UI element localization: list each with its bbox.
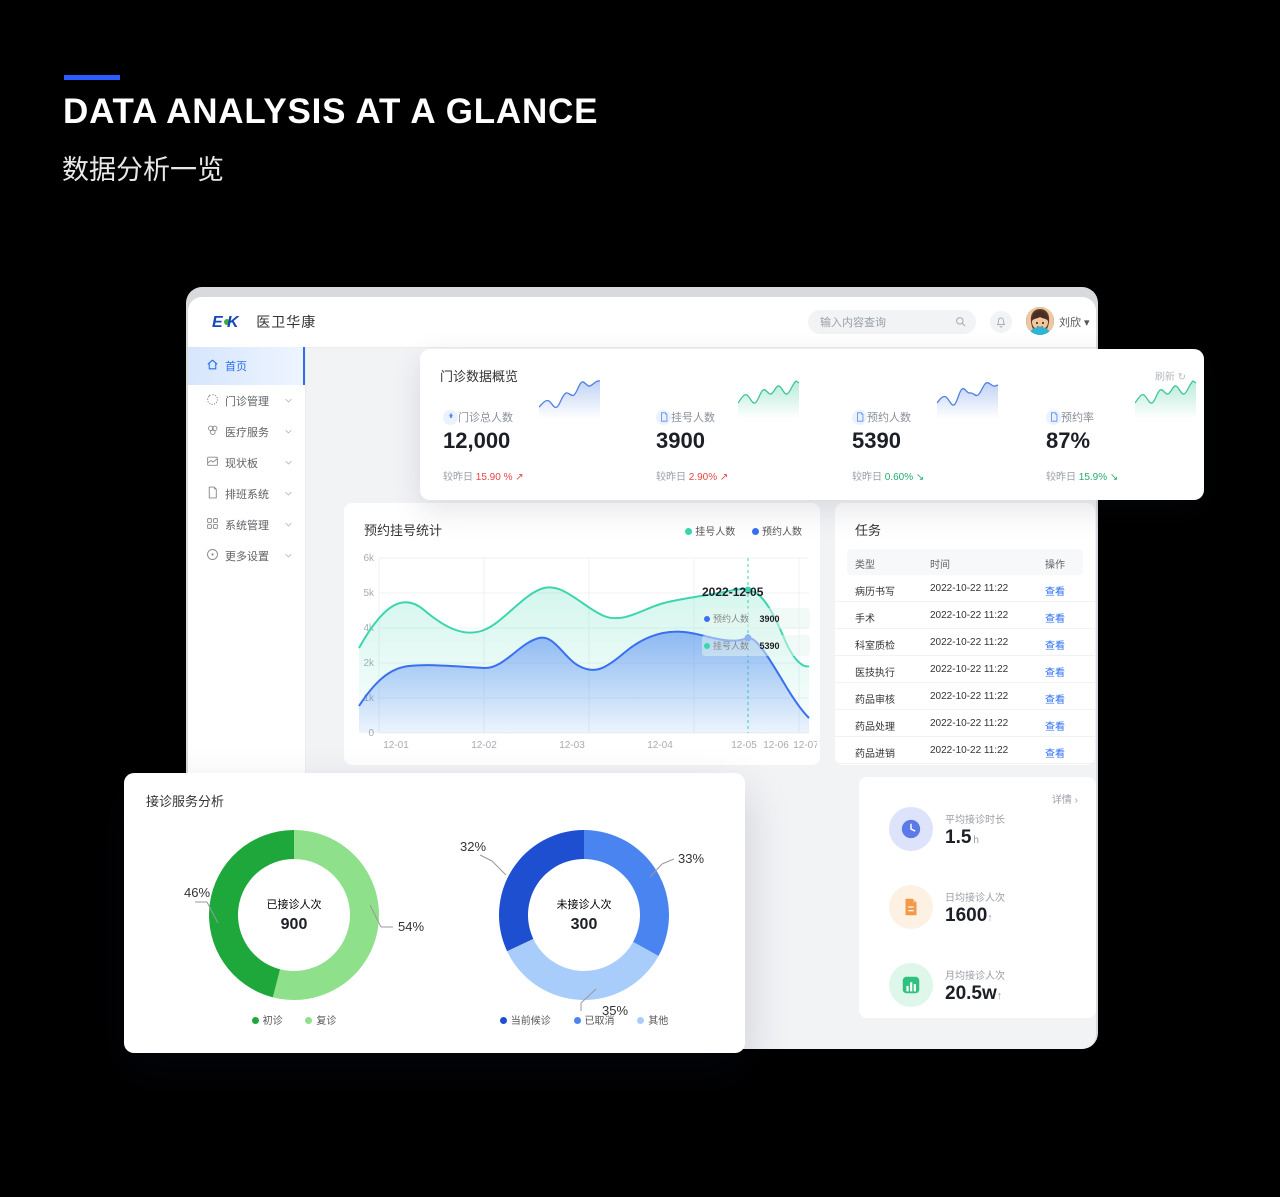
svg-text:300: 300 (571, 916, 598, 933)
svg-text:5k: 5k (363, 588, 375, 599)
svg-text:未接诊人次: 未接诊人次 (557, 897, 612, 911)
svg-text:46%: 46% (184, 885, 210, 900)
svg-text:12-07: 12-07 (793, 740, 817, 751)
svg-text:900: 900 (281, 916, 308, 933)
svg-text:12-04: 12-04 (647, 740, 673, 751)
svg-text:33%: 33% (678, 851, 704, 866)
svg-text:已接诊人次: 已接诊人次 (267, 897, 322, 911)
svg-text:12-01: 12-01 (383, 740, 409, 751)
svg-text:54%: 54% (398, 919, 424, 934)
svg-text:6k: 6k (363, 553, 375, 564)
svg-text:12-03: 12-03 (559, 740, 585, 751)
svg-text:32%: 32% (460, 839, 486, 854)
svg-text:E: E (212, 314, 224, 330)
svg-text:K: K (227, 314, 240, 330)
svg-text:12-06: 12-06 (763, 740, 789, 751)
svg-text:12-02: 12-02 (471, 740, 497, 751)
svg-text:12-05: 12-05 (731, 740, 757, 751)
